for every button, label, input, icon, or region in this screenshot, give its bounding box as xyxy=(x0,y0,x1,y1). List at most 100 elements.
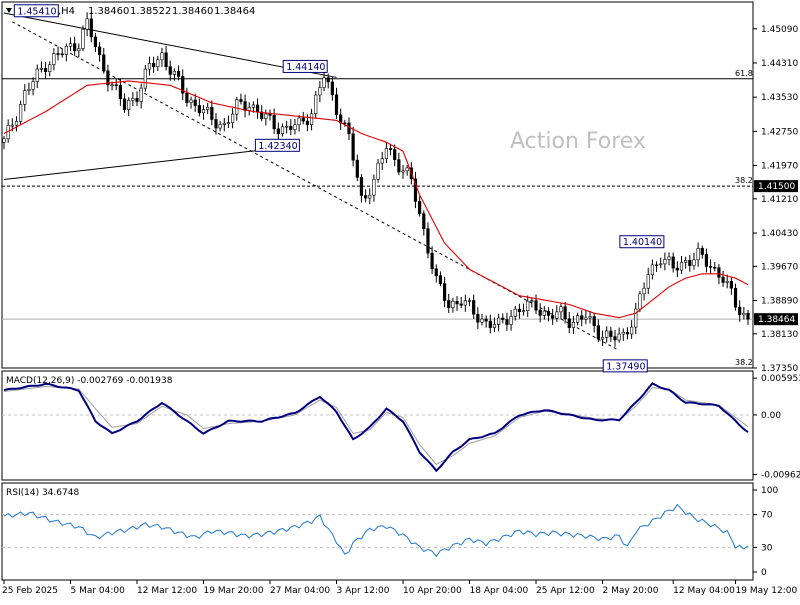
candle-body xyxy=(521,310,526,312)
candle-body xyxy=(721,276,725,283)
candle-body xyxy=(413,178,418,202)
candle-body xyxy=(193,99,197,106)
candle-body xyxy=(326,77,330,83)
price-tick-label: 1.42750 xyxy=(761,127,798,137)
candle-body xyxy=(530,300,534,302)
candle-body xyxy=(729,281,733,289)
candle-body xyxy=(197,105,201,114)
candle-body xyxy=(505,319,509,325)
rsi-panel-frame xyxy=(1,482,754,581)
chart-menu-triangle-icon[interactable] xyxy=(6,8,12,13)
price-label-text: 1.45410 xyxy=(17,6,56,17)
candle-body xyxy=(708,266,713,268)
candle-body xyxy=(575,315,580,323)
macd-line xyxy=(3,382,749,473)
candle-body xyxy=(588,316,592,319)
price-label-box xyxy=(282,59,328,73)
candle-body xyxy=(343,122,347,125)
candle-body xyxy=(181,76,185,94)
candle-body xyxy=(309,113,314,125)
time-tick-label: 12 Mar 12:00 xyxy=(137,586,197,596)
candle-body xyxy=(580,315,584,320)
candle-body xyxy=(235,99,239,115)
candle-body xyxy=(239,99,243,102)
candle-body xyxy=(251,104,255,108)
candle-body xyxy=(210,106,214,120)
candle-body xyxy=(551,315,555,319)
candle-body xyxy=(364,195,368,199)
candle-body xyxy=(131,98,135,101)
candle-body xyxy=(713,266,717,269)
close-value: 1.38464 xyxy=(214,6,255,17)
candle-body xyxy=(488,320,492,328)
candle-body xyxy=(467,300,472,302)
candle-body xyxy=(463,300,467,306)
price-label-box xyxy=(13,4,59,18)
candle-body xyxy=(201,109,206,114)
price-tick-label: 1.43530 xyxy=(761,93,798,103)
candle-body xyxy=(185,92,189,103)
rsi-tick-label: 0 xyxy=(761,568,767,578)
candle-body xyxy=(106,70,110,86)
candle-body xyxy=(563,306,567,320)
candle-body xyxy=(733,287,738,308)
candle-body xyxy=(56,53,60,55)
candle-body xyxy=(168,66,172,75)
candle-body xyxy=(305,120,310,125)
candle-body xyxy=(484,318,488,322)
panel-frames xyxy=(1,1,754,581)
low-value: 1.38460 xyxy=(172,6,213,17)
candle-body xyxy=(438,275,443,284)
price-tick-label: 1.38890 xyxy=(761,297,798,307)
candle-body xyxy=(189,99,193,103)
candle-body xyxy=(704,254,709,267)
candle-body xyxy=(330,81,334,95)
candle-body xyxy=(206,106,210,110)
time-tick-label: 18 Apr 04:00 xyxy=(470,586,529,596)
candle-body xyxy=(650,264,655,276)
candle-body xyxy=(418,201,422,214)
candle-body xyxy=(459,303,463,306)
time-tick-label: 25 Feb 2025 xyxy=(2,586,58,596)
time-tick-label: 19 May 12:00 xyxy=(736,586,798,596)
current-price-box xyxy=(754,313,798,326)
candle-body xyxy=(31,81,35,90)
price-tick-label: 1.45090 xyxy=(761,25,798,35)
candle-body xyxy=(368,194,372,199)
candle-body xyxy=(318,87,322,96)
candle-body xyxy=(77,48,81,52)
moving-average xyxy=(3,80,749,319)
candle-body xyxy=(646,274,650,289)
rsi-tick-label: 30 xyxy=(761,543,773,553)
rsi-layer: 100 70 30 0 xyxy=(2,486,778,578)
candle-body xyxy=(376,162,380,180)
candle-body xyxy=(285,125,289,128)
candle-body xyxy=(39,68,44,70)
candle-body xyxy=(301,117,305,122)
macd-tick-label: 0.00 xyxy=(761,411,781,421)
price-panel-frame xyxy=(1,1,754,369)
candle-body xyxy=(476,313,480,323)
candle-body xyxy=(114,84,118,87)
candle-body xyxy=(2,138,6,143)
lower-trendline xyxy=(3,146,291,181)
candle-body xyxy=(617,333,621,341)
candle-body xyxy=(139,87,143,102)
price-tick-label: 1.41970 xyxy=(761,162,798,172)
candle-body xyxy=(717,267,721,278)
candle-body xyxy=(492,324,497,328)
candle-body xyxy=(397,159,401,173)
price-labels: 1.45410 1.44140 1.42340 1.40140 1.37490 xyxy=(13,4,665,373)
candle-body xyxy=(393,149,397,160)
candle-body xyxy=(351,133,355,161)
price-label-text: 1.42340 xyxy=(258,141,297,152)
candle-body xyxy=(509,316,513,325)
price-label-box xyxy=(254,138,300,152)
price-tick-label: 1.40430 xyxy=(761,229,798,239)
macd-title: MACD(12,26,9) -0.002769 -0.001938 xyxy=(6,376,173,386)
price-axis: 1.45090 1.44310 1.43530 1.42750 1.41970 1.412… xyxy=(753,25,798,374)
high-value: 1.38522 xyxy=(130,6,171,17)
candle-body xyxy=(430,252,434,270)
candle-body xyxy=(388,148,393,150)
